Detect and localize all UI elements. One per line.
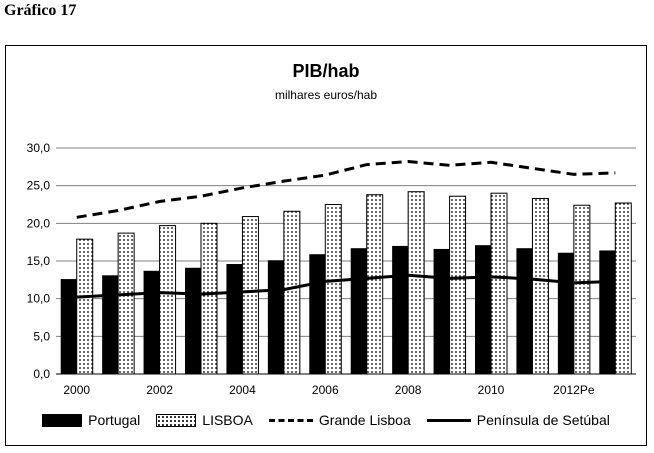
bar-lisboa <box>531 197 549 375</box>
legend-swatch-lisboa <box>156 413 197 427</box>
legend-swatch-portugal <box>42 413 83 427</box>
bar-lisboa <box>200 222 218 375</box>
bar-lisboa <box>490 192 508 375</box>
legend: Portugal LISBOA Grande Lisboa Península … <box>6 412 646 428</box>
y-tick-label: 5,0 <box>33 329 50 343</box>
x-tick-label: 2012Pe <box>553 383 595 397</box>
y-tick-label: 20,0 <box>27 216 51 230</box>
bar-portugal <box>557 252 574 374</box>
bar-portugal <box>143 270 160 374</box>
bar-lisboa <box>159 225 177 375</box>
legend-label-peninsula-setubal: Península de Setúbal <box>476 412 610 428</box>
bar-portugal <box>350 248 367 374</box>
x-tick-label: 2000 <box>63 383 90 397</box>
bar-lisboa <box>241 216 259 375</box>
chart-title: PIB/hab <box>292 61 360 81</box>
legend-item-peninsula-setubal: Península de Setúbal <box>426 412 610 428</box>
x-tick-label: 2004 <box>229 383 256 397</box>
bar-lisboa <box>117 232 135 375</box>
figure-caption: Gráfico 17 <box>4 2 77 19</box>
bar-portugal <box>102 275 119 374</box>
bar-portugal <box>185 267 201 374</box>
plot-area: 0,0 5,0 10,0 15,0 20,0 25,0 30,0 2000 2002 2004 20… <box>27 141 636 397</box>
bar-lisboa <box>449 195 467 375</box>
y-tick-label: 0,0 <box>33 367 50 381</box>
legend-swatch-peninsula-setubal <box>426 418 471 422</box>
line-grande-lisboa <box>76 160 616 219</box>
legend-label-grande-lisboa: Grande Lisboa <box>318 412 411 428</box>
legend-label-lisboa: LISBOA <box>202 412 253 428</box>
bar-lisboa <box>614 202 632 375</box>
x-tick-label: 2008 <box>395 383 422 397</box>
legend-label-portugal: Portugal <box>88 412 141 428</box>
bar-portugal <box>433 248 450 374</box>
x-tick-label: 2006 <box>312 383 339 397</box>
bar-portugal <box>60 279 77 374</box>
legend-item-lisboa: LISBOA <box>156 412 253 428</box>
bar-lisboa <box>407 191 425 375</box>
chart-subtitle: milhares euros/hab <box>274 88 378 102</box>
legend-swatch-grande-lisboa <box>268 418 313 422</box>
bar-lisboa <box>573 204 591 375</box>
legend-item-grande-lisboa: Grande Lisboa <box>268 412 411 428</box>
bar-portugal <box>226 264 243 374</box>
bar-portugal <box>599 250 616 374</box>
line-peninsula-setubal <box>76 273 616 299</box>
chart-frame: PIB/hab milhares euros/hab 0,0 5,0 10,0 15,… <box>5 45 647 446</box>
bar-portugal <box>267 260 284 374</box>
x-tick-label: 2002 <box>146 383 173 397</box>
bar-portugal <box>309 254 326 374</box>
y-tick-label: 10,0 <box>27 292 51 306</box>
bar-lisboa <box>76 238 94 375</box>
bar-lisboa <box>324 204 342 375</box>
bar-lisboa <box>366 194 384 375</box>
legend-item-portugal: Portugal <box>42 412 140 428</box>
bar-portugal <box>475 245 491 374</box>
bar-portugal <box>516 248 533 374</box>
x-tick-label: 2010 <box>478 383 505 397</box>
bar-lisboa <box>283 210 301 375</box>
y-tick-label: 25,0 <box>27 179 51 193</box>
bar-portugal <box>392 245 409 374</box>
y-tick-label: 15,0 <box>27 254 51 268</box>
y-tick-label: 30,0 <box>27 141 51 155</box>
